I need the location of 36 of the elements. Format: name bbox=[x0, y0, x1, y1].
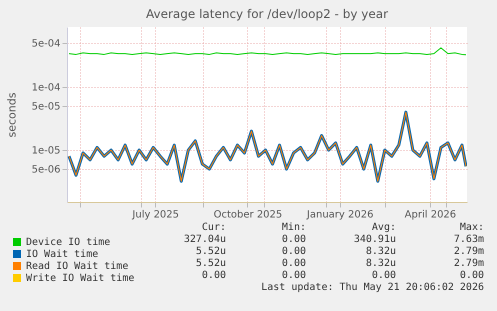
text: 327.04u bbox=[182, 234, 226, 246]
x-tick-label: July 2025 bbox=[131, 210, 180, 220]
legend-label: IO Wait time bbox=[26, 249, 98, 260]
y-tick-label: 1e-05 bbox=[32, 146, 60, 157]
text: 0.00 bbox=[280, 258, 306, 270]
legend-label: Read IO Wait time bbox=[26, 261, 128, 272]
y-tick-label: 5e-05 bbox=[32, 102, 60, 113]
text: 0.00 bbox=[280, 270, 306, 282]
y-tick-label: 1e-04 bbox=[32, 82, 60, 94]
x-tick-label: October 2025 bbox=[214, 210, 282, 220]
y-tick-label: 5e-04 bbox=[32, 38, 60, 50]
text: 340.91u bbox=[352, 234, 396, 246]
text: 2.79m bbox=[452, 258, 484, 270]
text: Avg: bbox=[370, 222, 396, 234]
text: 0.00 bbox=[200, 270, 226, 282]
text: 8.32u bbox=[364, 258, 396, 270]
y-axis-title: seconds bbox=[6, 92, 19, 138]
legend-label: Device IO time bbox=[26, 237, 110, 248]
x-tick-label: April 2026 bbox=[404, 210, 456, 220]
text: 5.52u bbox=[194, 258, 226, 270]
text: 0.00 bbox=[280, 234, 306, 246]
text: 5.52u bbox=[194, 246, 226, 258]
text: 7.63m bbox=[452, 234, 484, 246]
legend-label: Write IO Wait time bbox=[26, 273, 134, 284]
text: 0.00 bbox=[280, 246, 306, 258]
text: Cur: bbox=[200, 222, 226, 234]
x-tick-label: January 2026 bbox=[306, 210, 374, 220]
chart-title: Average latency for /dev/loop2 - by year bbox=[146, 7, 388, 21]
text: Min: bbox=[280, 222, 306, 234]
text: 0.00 bbox=[458, 270, 484, 282]
text: 8.32u bbox=[364, 246, 396, 258]
y-tick-label: 5e-06 bbox=[32, 164, 60, 176]
text: 2.79m bbox=[452, 246, 484, 258]
text: 0.00 bbox=[370, 270, 396, 282]
text: Last update: Thu May 21 20:06:02 2026 bbox=[260, 282, 484, 294]
text: Max: bbox=[458, 222, 484, 234]
